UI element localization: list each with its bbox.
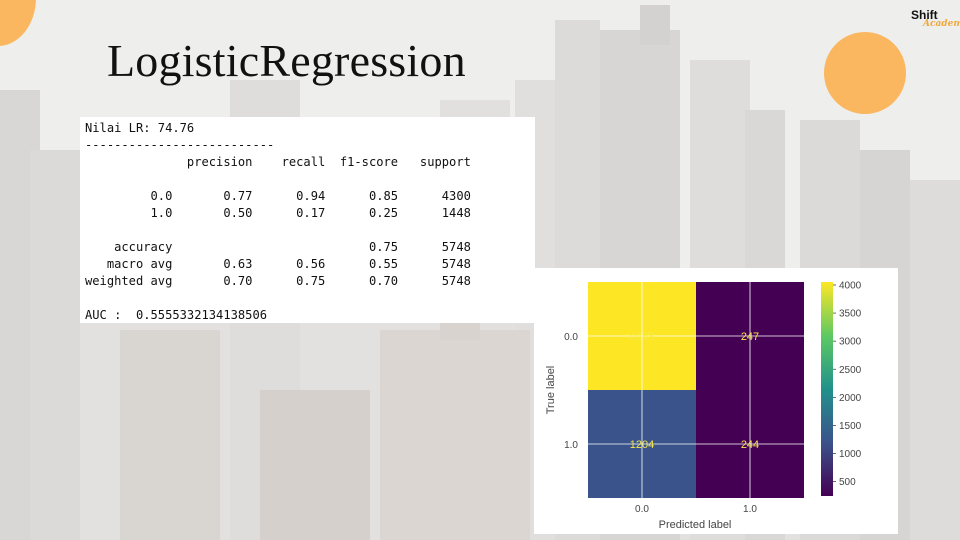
cell-value-label: 244 [741, 439, 759, 451]
report-line: accuracy 0.75 5748 [85, 240, 471, 254]
y-tick-label: 0.0 [564, 332, 578, 343]
report-line: Nilai LR: 74.76 [85, 121, 195, 135]
logo-text-bottom: Academy [923, 19, 960, 29]
report-line: AUC : 0.5555332134138506 [85, 308, 268, 322]
report-text: Nilai LR: 74.76 ------------------------… [80, 117, 535, 324]
cell-value-label: 1204 [630, 439, 654, 451]
shift-academy-logo: Shift Academy [905, 8, 960, 30]
logo-text-top: Shift [911, 8, 938, 22]
y-tick-label: 1.0 [564, 440, 578, 451]
matrix-gridlines [588, 282, 804, 498]
colorbar-tick-label: 3500 [839, 309, 862, 320]
colorbar-strip [821, 282, 833, 496]
report-line: 0.0 0.77 0.94 0.85 4300 [85, 189, 471, 203]
report-line: precision recall f1-score support [85, 155, 471, 169]
report-line: 1.0 0.50 0.17 0.25 1448 [85, 206, 471, 220]
y-axis-label: True label [545, 366, 557, 415]
colorbar-tick-label: 2500 [839, 365, 862, 376]
classification-report: Nilai LR: 74.76 ------------------------… [80, 117, 535, 323]
x-tick-label: 1.0 [743, 504, 757, 515]
x-tick-label: 0.0 [635, 504, 649, 515]
confusion-matrix-panel: 4053 247 1204 244 0.0 1.0 0.0 1.0 500 1000 1500 2… [534, 268, 898, 534]
x-axis-label: Predicted label [659, 519, 732, 531]
matrix-cells [588, 282, 804, 498]
colorbar-tick-label: 500 [839, 477, 856, 488]
colorbar-tick-label: 3000 [839, 337, 862, 348]
matrix-axes: 0.0 1.0 0.0 1.0 [564, 332, 757, 515]
accent-circle [824, 32, 906, 114]
report-line: macro avg 0.63 0.56 0.55 5748 [85, 257, 471, 271]
cell-annotations: 4053 247 1204 244 [630, 331, 759, 451]
report-line: weighted avg 0.70 0.75 0.70 5748 [85, 274, 471, 288]
colorbar-tick-label: 1000 [839, 449, 862, 460]
colorbar: 500 1000 1500 2000 2500 3000 3500 4000 [821, 280, 862, 496]
confusion-matrix-chart: 4053 247 1204 244 0.0 1.0 0.0 1.0 500 1000 1500 2… [545, 280, 862, 531]
cell-value-label: 247 [741, 331, 759, 343]
colorbar-tick-label: 4000 [839, 280, 862, 291]
slide-title: LogisticRegression [107, 35, 466, 86]
colorbar-tick-label: 1500 [839, 421, 862, 432]
report-line: -------------------------- [85, 138, 275, 152]
colorbar-tick-label: 2000 [839, 393, 862, 404]
cell-value-label: 4053 [630, 331, 654, 343]
